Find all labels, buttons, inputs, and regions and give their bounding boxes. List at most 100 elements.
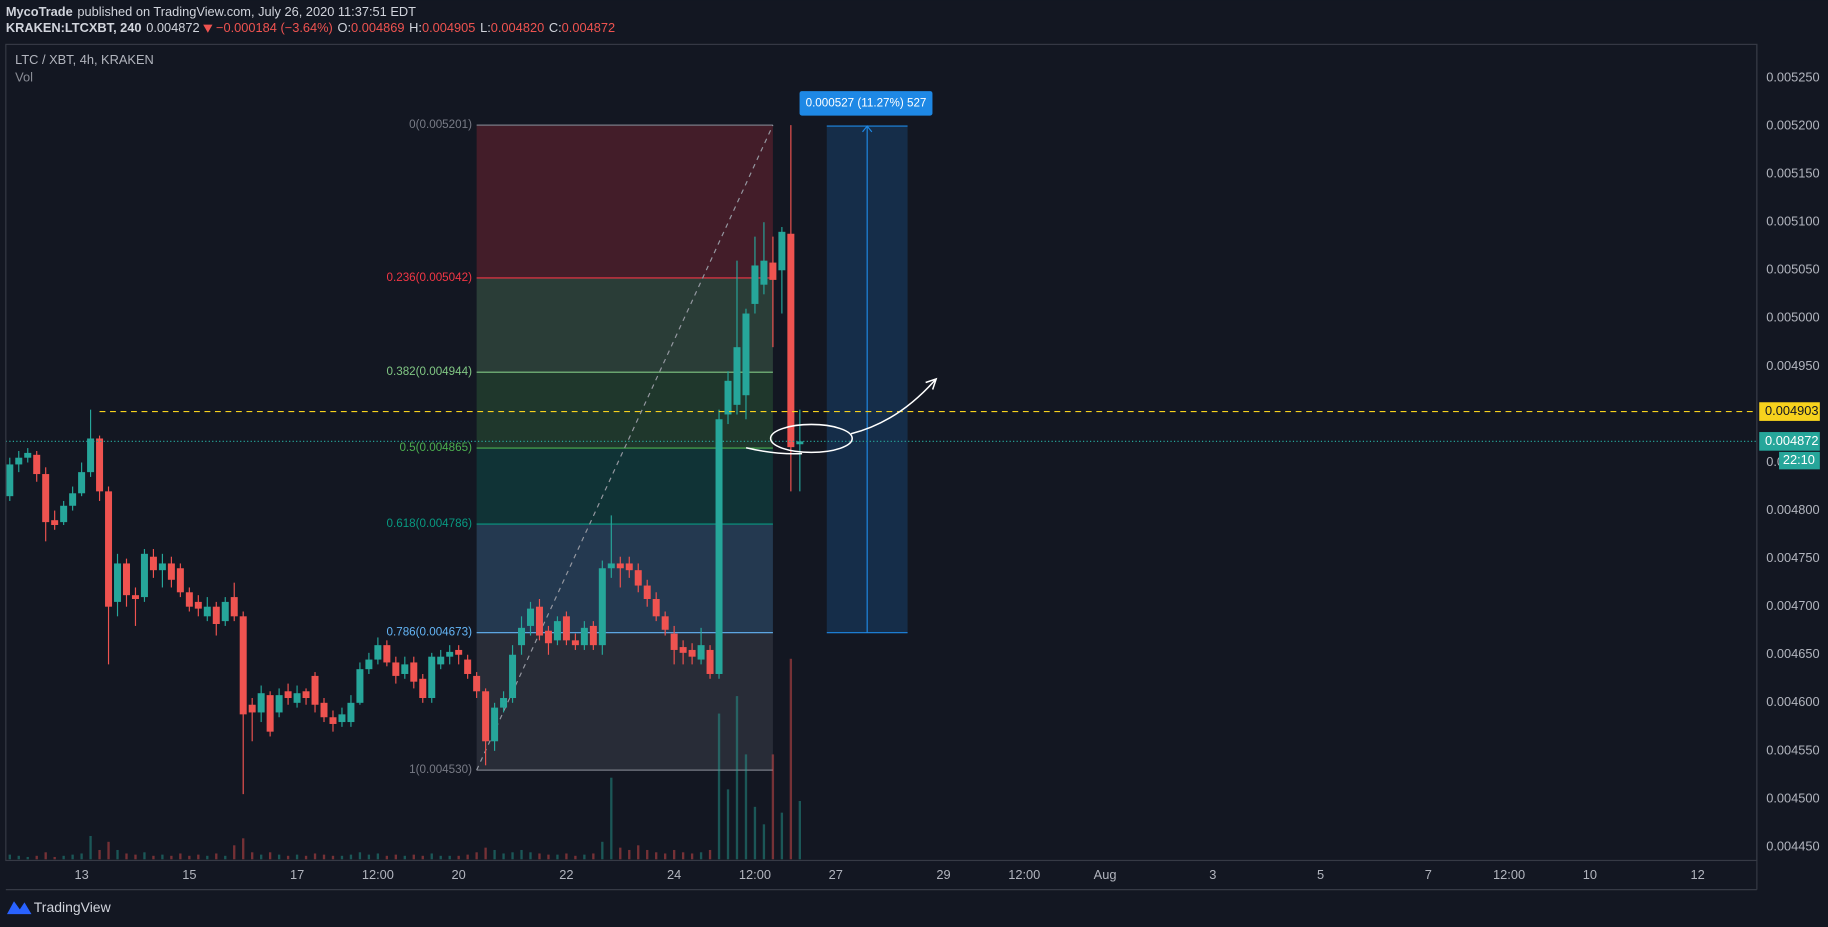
fib-zone (476, 125, 773, 278)
candle-body (571, 640, 579, 646)
fib-label: 0(0.005201) (409, 118, 472, 131)
candle-body (311, 675, 319, 705)
candle-body (598, 568, 606, 646)
legend-pair: LTC / XBT, 4h, KRAKEN (15, 52, 154, 67)
fib-label: 0.5(0.004865) (399, 441, 472, 454)
candle-body (338, 714, 346, 723)
volume-bar (71, 854, 74, 860)
volume-bar (367, 854, 371, 860)
candle-body (158, 563, 166, 571)
candle-body (42, 474, 50, 523)
volume-bar (295, 854, 299, 860)
volume-bar (565, 853, 568, 860)
candle-body (742, 313, 750, 396)
volume-bar (206, 855, 209, 860)
footer: TradingView (6, 899, 112, 915)
candle-body (293, 693, 301, 703)
volume-bar (197, 854, 200, 860)
annotation-drawing (745, 377, 938, 455)
volume-bar (224, 855, 227, 860)
x-tick-label: 20 (452, 867, 466, 882)
candle-body (69, 493, 77, 506)
volume-bar (430, 853, 433, 860)
candle-body (616, 563, 624, 569)
candle-body (796, 441, 804, 445)
volume-bar (116, 849, 119, 860)
candle-body (751, 265, 759, 304)
candle-body (392, 662, 400, 676)
volume-bar (466, 854, 469, 860)
volume-bar (385, 855, 389, 860)
volume-bar (789, 658, 793, 860)
y-tick-label: 0.004600 (1766, 694, 1819, 709)
candle-body (464, 659, 472, 674)
candle-body (509, 654, 517, 699)
candle-body (715, 419, 723, 674)
volume-bar (259, 854, 263, 860)
y-tick-label: 0.004450 (1766, 838, 1819, 853)
volume-bar (637, 845, 640, 860)
candle-body (15, 457, 23, 465)
change: −0.000184 (−3.64%) (216, 21, 333, 36)
candle-body (643, 585, 651, 600)
h: 0.004905 (422, 21, 475, 36)
candle-body (589, 625, 597, 646)
candle-body (500, 698, 508, 708)
fib-zone (476, 448, 773, 525)
volume-bar (8, 854, 11, 860)
countdown: 22:10 (1783, 452, 1815, 467)
volume-bar (161, 854, 164, 860)
candle-body (149, 556, 157, 571)
annotation-ellipse (769, 423, 853, 454)
candle-body (769, 262, 777, 280)
fib-label: 0.618(0.004786) (387, 517, 473, 530)
candle-body (679, 647, 687, 653)
fib-zone (476, 277, 773, 373)
candle-body (491, 707, 499, 742)
volume-bar (744, 754, 748, 860)
candle-body (419, 678, 427, 699)
volume-bar (646, 849, 649, 860)
candle-body (212, 606, 220, 625)
range-arrowhead (862, 125, 873, 133)
volume-bar (672, 849, 676, 860)
volume-bar (125, 853, 128, 860)
x-tick-label: 29 (936, 867, 950, 882)
x-tick-label: 5 (1317, 867, 1324, 882)
legend-volume: Vol (15, 70, 33, 85)
volume-bar (277, 854, 281, 860)
volume-bar (188, 855, 191, 860)
volume-bar (448, 855, 451, 860)
volume-bar (708, 849, 712, 860)
x-tick-label: 22 (559, 867, 573, 882)
x-tick-label: 3 (1209, 867, 1216, 882)
l: 0.004820 (491, 21, 544, 36)
fib-trend-line (476, 124, 774, 771)
x-tick-label: 13 (74, 867, 88, 882)
volume-bar (412, 854, 415, 860)
volume-bar (798, 801, 802, 860)
annotation-tail (745, 447, 803, 455)
volume-bar (304, 855, 308, 860)
candle-body (778, 231, 786, 271)
fib-zone (476, 632, 773, 771)
volume-bar (520, 849, 523, 860)
volume-bar (268, 852, 272, 860)
y-tick-label: 0.004800 (1766, 502, 1819, 517)
candle-body (230, 597, 238, 617)
volume-bar (17, 855, 20, 860)
volume-bar (529, 852, 532, 860)
candle-body (688, 649, 696, 657)
x-tick-label: 12:00 (1008, 867, 1040, 882)
candle-body (374, 645, 382, 660)
volume-bar (493, 849, 496, 860)
volume-bar (547, 854, 550, 860)
volume-bar (331, 855, 335, 860)
volume-bar (511, 852, 514, 860)
candle-body (661, 616, 669, 630)
candle-body (455, 649, 463, 655)
volume-bar (439, 855, 442, 860)
candle-body (535, 606, 543, 636)
y-tick-label: 0.005100 (1766, 214, 1819, 229)
volume-bar (340, 855, 344, 860)
